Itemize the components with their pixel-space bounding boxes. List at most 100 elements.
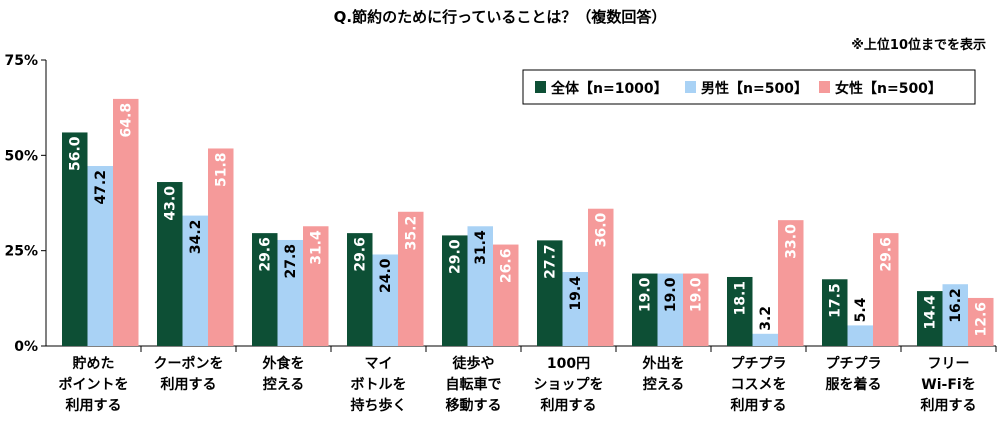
bar-男性 <box>657 273 683 346</box>
value-label: 31.4 <box>473 230 489 265</box>
category-label: Wi-Fiを <box>921 377 975 393</box>
category-label: 持ち歩く <box>351 397 407 414</box>
category-label: コスメを <box>731 377 787 393</box>
legend-label: 男性【n=500】 <box>701 80 808 97</box>
value-label: 26.6 <box>499 249 515 284</box>
y-tick-label: 0% <box>14 339 38 355</box>
legend-swatch <box>819 81 830 93</box>
value-label: 5.4 <box>853 297 869 322</box>
bar-女性 <box>588 208 614 346</box>
bar-男性 <box>942 284 968 346</box>
value-label: 51.8 <box>214 152 230 187</box>
value-label: 47.2 <box>93 170 109 205</box>
legend-box <box>522 69 976 105</box>
value-label: 35.2 <box>404 216 420 251</box>
category-label: 外出を <box>643 355 685 372</box>
value-label: 3.2 <box>758 306 774 331</box>
bar-全体 <box>62 132 88 346</box>
category-label: 利用する <box>66 397 122 414</box>
bar-全体 <box>537 240 563 346</box>
category-label: ボトルを <box>351 377 407 393</box>
bar-女性 <box>113 98 139 347</box>
category-label: 自転車で <box>446 376 502 393</box>
bar-女性 <box>208 148 234 346</box>
y-tick-label: 50% <box>4 148 38 164</box>
category-label: クーポンを <box>154 355 224 372</box>
category-label: プチプラ <box>826 356 882 372</box>
category-label: ポイントを <box>59 376 129 393</box>
chart-note: ※上位10位までを表示 <box>851 38 986 53</box>
bar-男性 <box>752 333 778 346</box>
category-label: 貯めた <box>73 355 115 372</box>
value-label: 56.0 <box>68 136 84 171</box>
chart-title: Q.節約のために行っていることは？（複数回答） <box>333 8 667 26</box>
legend-label: 全体【n=1000】 <box>550 80 668 97</box>
value-label: 19.0 <box>689 277 705 312</box>
bar-全体 <box>157 182 183 346</box>
value-label: 29.6 <box>353 237 369 272</box>
category-label: 控える <box>263 376 305 393</box>
category-label: 徒歩や <box>452 355 495 372</box>
bar-全体 <box>442 235 468 346</box>
bar-全体 <box>347 233 373 346</box>
value-label: 29.6 <box>879 237 895 272</box>
y-tick-label: 25% <box>4 244 38 260</box>
bar-男性 <box>87 166 113 346</box>
value-label: 19.4 <box>568 276 584 311</box>
value-label: 34.2 <box>188 220 204 255</box>
bar-男性 <box>182 215 208 346</box>
bar-女性 <box>873 233 899 346</box>
legend-swatch <box>535 81 546 93</box>
value-label: 29.6 <box>258 237 274 272</box>
value-label: 31.4 <box>309 230 325 265</box>
category-label: 利用する <box>161 376 217 393</box>
bar-男性 <box>562 272 588 346</box>
bar-全体 <box>822 279 848 346</box>
category-label: 外食を <box>263 355 305 372</box>
category-label: 服を着る <box>826 376 882 393</box>
bar-男性 <box>847 325 873 346</box>
y-tick-label: 75% <box>4 53 38 69</box>
bar-女性 <box>303 226 329 346</box>
value-label: 27.8 <box>283 244 299 279</box>
value-label: 19.0 <box>663 277 679 312</box>
bar-全体 <box>917 291 943 346</box>
bar-女性 <box>398 211 424 346</box>
category-label: プチプラ <box>731 356 787 372</box>
category-label: 利用する <box>921 397 977 414</box>
legend-label: 女性【n=500】 <box>835 80 942 97</box>
value-label: 36.0 <box>594 212 610 247</box>
bar-男性 <box>372 254 398 346</box>
category-label: 移動する <box>446 397 502 414</box>
bar-全体 <box>727 276 753 346</box>
value-label: 43.0 <box>163 186 179 221</box>
category-label: 利用する <box>731 397 787 414</box>
category-label: 利用する <box>541 397 597 414</box>
value-label: 14.4 <box>923 295 939 330</box>
bar-女性 <box>968 297 994 346</box>
value-label: 33.0 <box>784 224 800 259</box>
category-label: フリー <box>928 356 970 372</box>
value-label: 19.0 <box>638 277 654 312</box>
category-label: 100円 <box>547 356 590 372</box>
bar-女性 <box>493 244 519 346</box>
value-label: 64.8 <box>119 103 135 138</box>
category-label: 控える <box>643 376 685 393</box>
value-label: 24.0 <box>378 258 394 293</box>
bar-全体 <box>252 233 278 346</box>
value-label: 17.5 <box>828 283 844 318</box>
value-label: 27.7 <box>543 244 559 279</box>
category-label: ショップを <box>534 377 604 393</box>
value-label: 18.1 <box>733 281 749 316</box>
value-label: 16.2 <box>948 288 964 323</box>
bar-男性 <box>277 239 303 346</box>
category-label: マイ <box>365 356 393 372</box>
legend-swatch <box>685 81 696 93</box>
value-label: 29.0 <box>448 239 464 274</box>
bar-男性 <box>467 226 493 346</box>
bar-女性 <box>778 220 804 346</box>
bar-全体 <box>632 273 658 346</box>
value-label: 12.6 <box>974 302 990 337</box>
bar-女性 <box>683 273 709 346</box>
